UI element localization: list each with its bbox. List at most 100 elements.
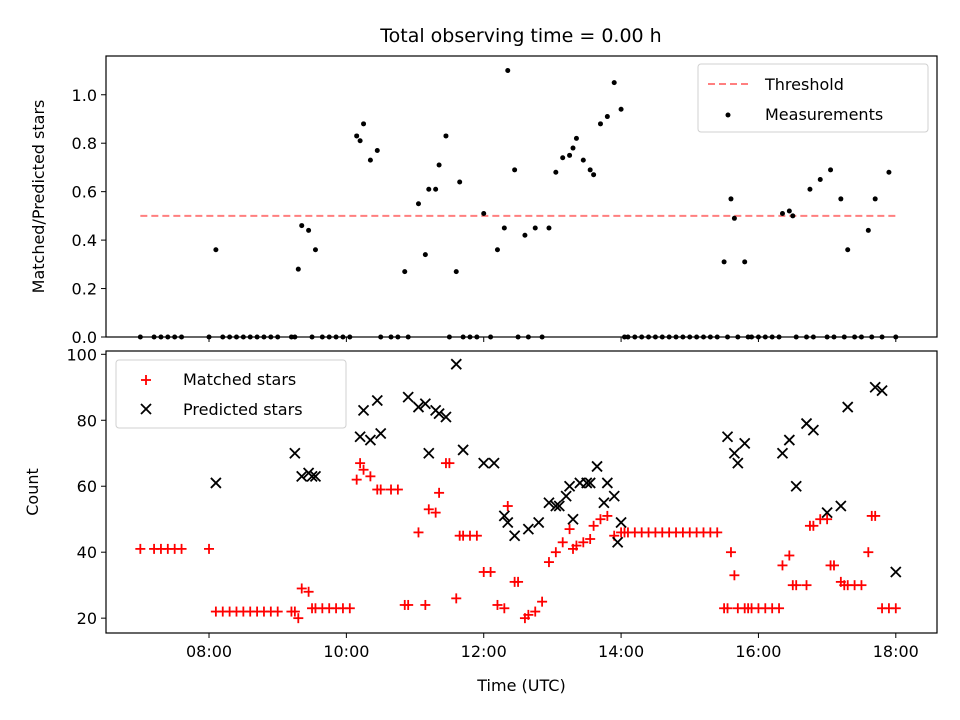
bottom-panel-y-ticks: 20 40 60 80 100 xyxy=(66,345,106,628)
predicted-star-point xyxy=(375,427,387,440)
predicted-star-point xyxy=(419,398,431,410)
predicted-star-point xyxy=(821,506,833,519)
measurement-point xyxy=(573,135,579,141)
matched-star-point xyxy=(537,596,548,607)
x-tick-label: 08:00 xyxy=(186,642,232,661)
predicted-star-point xyxy=(498,510,510,522)
predicted-star-point xyxy=(553,500,565,512)
matched-star-point xyxy=(351,474,362,485)
measurement-point xyxy=(306,227,312,233)
measurement-point xyxy=(361,121,367,127)
measurement-point xyxy=(831,334,837,340)
y-tick-label: 0.4 xyxy=(72,231,97,250)
measurement-point xyxy=(567,152,573,158)
predicted-star-point xyxy=(869,381,881,393)
legend-predicted-label: Predicted stars xyxy=(183,400,303,419)
legend-measurements-swatch xyxy=(725,112,731,118)
matched-star-point xyxy=(471,530,482,541)
measurement-point xyxy=(357,138,363,144)
measurement-point xyxy=(611,80,617,86)
predicted-star-point xyxy=(306,470,318,482)
predicted-star-point xyxy=(522,523,535,535)
measurement-point xyxy=(639,334,645,340)
measurement-point xyxy=(137,334,143,340)
matched-star-point xyxy=(375,484,386,495)
measurement-point xyxy=(604,114,610,120)
predicted-star-point xyxy=(289,447,301,459)
measurement-point xyxy=(426,186,432,192)
predicted-star-point xyxy=(615,516,627,529)
matched-star-point xyxy=(550,547,561,558)
measurement-point xyxy=(512,167,518,173)
measurement-point xyxy=(865,227,871,233)
predicted-star-point xyxy=(890,566,902,578)
measurement-point xyxy=(790,213,796,219)
predicted-star-point xyxy=(842,401,854,413)
predicted-star-point xyxy=(296,470,308,482)
matched-star-point xyxy=(303,586,314,597)
matched-star-point xyxy=(791,580,802,591)
matched-star-point xyxy=(870,510,881,521)
predicted-star-point xyxy=(412,401,425,413)
bottom-panel-data xyxy=(135,358,902,624)
predicted-star-point xyxy=(402,391,414,403)
y-tick-label: 0.8 xyxy=(72,134,97,153)
measurement-point xyxy=(488,334,494,340)
matched-star-point xyxy=(890,603,901,614)
bottom-panel-frame xyxy=(105,350,938,634)
matched-star-point xyxy=(451,593,462,604)
measurement-point xyxy=(254,334,260,340)
measurement-point xyxy=(618,106,624,112)
measurement-point xyxy=(687,334,693,340)
measurement-point xyxy=(261,334,267,340)
matched-star-point xyxy=(602,510,613,521)
matched-star-point xyxy=(530,606,541,617)
matched-star-point xyxy=(492,599,503,610)
bottom-panel-legend: Matched stars Predicted stars xyxy=(115,359,347,429)
predicted-star-point xyxy=(550,500,562,512)
predicted-star-point xyxy=(581,477,593,489)
matched-star-point xyxy=(355,458,366,469)
matched-star-point xyxy=(272,606,283,617)
measurement-point xyxy=(312,247,318,253)
measurement-point xyxy=(309,334,315,340)
measurement-point xyxy=(367,157,373,163)
measurement-point xyxy=(700,334,706,340)
measurement-point xyxy=(707,334,713,340)
figure-title: Total observing time = 0.00 h xyxy=(379,25,661,47)
x-tick-label: 12:00 xyxy=(461,642,507,661)
measurement-point xyxy=(378,334,384,340)
y-tick-label: 0.0 xyxy=(72,328,97,347)
measurement-point xyxy=(299,223,305,229)
measurement-point xyxy=(288,334,294,340)
measurement-point xyxy=(460,334,466,340)
measurement-point xyxy=(591,172,597,178)
measurement-point xyxy=(852,334,858,340)
bottom-panel: 20 40 60 80 100 08:00 10:00 12:00 14:00 16:00 18:… xyxy=(23,345,938,695)
matched-star-point xyxy=(523,609,534,620)
measurement-point xyxy=(646,334,652,340)
measurement-point xyxy=(227,334,233,340)
measurement-point xyxy=(415,201,421,207)
predicted-star-point xyxy=(440,411,452,423)
predicted-star-point xyxy=(354,431,366,443)
measurement-point xyxy=(749,334,755,340)
measurement-point xyxy=(841,334,847,340)
matched-star-point xyxy=(784,550,795,561)
measurement-point xyxy=(622,334,628,340)
measurement-point xyxy=(158,334,164,340)
measurement-point xyxy=(838,196,844,202)
matched-star-point xyxy=(403,599,414,610)
predicted-star-point xyxy=(790,480,802,492)
measurement-point xyxy=(769,334,775,340)
matched-star-point xyxy=(595,514,606,525)
measurement-point xyxy=(522,232,528,238)
measurement-point xyxy=(793,334,799,340)
measurement-point xyxy=(295,266,301,272)
matched-star-point xyxy=(722,603,733,614)
measurement-point xyxy=(481,210,487,216)
measurement-point xyxy=(728,196,734,202)
predicted-star-point xyxy=(560,490,572,502)
measurement-point xyxy=(505,68,511,74)
